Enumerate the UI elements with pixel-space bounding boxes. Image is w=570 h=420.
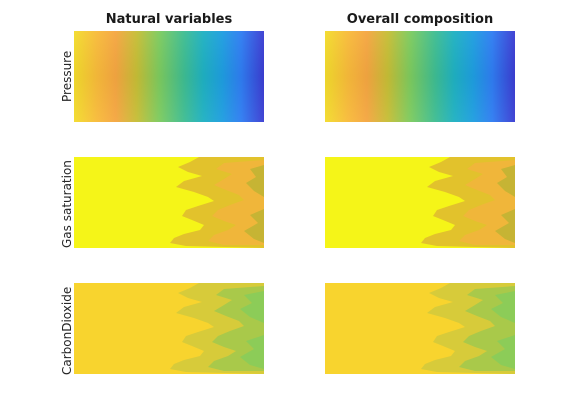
column-title-overall-composition: Overall composition xyxy=(346,12,494,27)
column-title-natural-variables: Natural variables xyxy=(105,12,233,27)
carbon-dioxide-heatmap-natural-variables xyxy=(74,283,264,374)
gas-saturation-heatmap-natural-variables xyxy=(74,157,264,248)
row-label-pressure: Pressure xyxy=(60,50,74,102)
carbon-dioxide-heatmap-overall-composition xyxy=(325,283,515,374)
row-label-gas-saturation: Gas saturation xyxy=(60,160,74,248)
pressure-heatmap-natural-variables xyxy=(74,31,264,122)
gas-saturation-heatmap-overall-composition xyxy=(325,157,515,248)
row-label-carbon-dioxide: CarbonDioxide xyxy=(60,286,74,375)
pressure-heatmap-overall-composition xyxy=(325,31,515,122)
